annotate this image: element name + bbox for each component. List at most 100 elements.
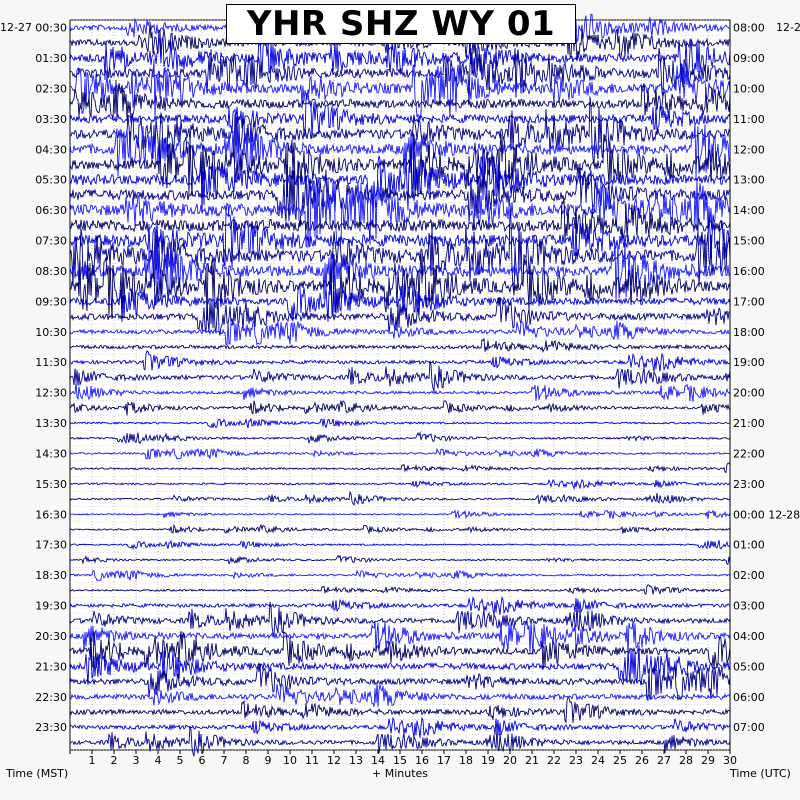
right-time-label: 11:00 <box>733 113 765 126</box>
seismic-trace <box>69 92 731 139</box>
right-time-label: 03:00 <box>733 600 765 613</box>
left-time-label: 17:30 <box>35 539 67 552</box>
left-time-label: 11:30 <box>35 356 67 369</box>
seismic-trace <box>69 320 731 346</box>
x-tick-label: 24 <box>591 754 605 767</box>
seismic-trace <box>69 253 731 321</box>
right-time-labels: 08:00 09:00 10:00 11:00 12:00 13:00 14:00 15:00… <box>733 22 800 735</box>
seismic-trace <box>69 554 731 565</box>
left-time-label: 01:30 <box>35 52 67 65</box>
seismic-trace <box>69 350 730 372</box>
left-time-label: 05:30 <box>35 174 67 187</box>
x-tick-label: 10 <box>283 754 297 767</box>
left-time-label: 03:30 <box>35 113 67 126</box>
seismic-trace <box>69 523 731 535</box>
left-time-label: 02:30 <box>35 82 67 95</box>
seismic-trace <box>69 569 731 582</box>
left-time-label: 16:30 <box>35 508 67 521</box>
right-time-label: 14:00 <box>733 204 765 217</box>
x-tick-label: 21 <box>525 754 539 767</box>
x-tick-label: 30 <box>723 754 737 767</box>
x-tick-label: 26 <box>635 754 649 767</box>
right-time-label: 07:00 <box>733 721 765 734</box>
right-time-label: 16:00 <box>733 265 765 278</box>
x-axis-left-label: Time (MST) <box>5 767 68 780</box>
left-time-label: 06:30 <box>35 204 67 217</box>
x-tick-label: 7 <box>221 754 228 767</box>
left-time-label: 20:30 <box>35 630 67 643</box>
right-time-label: 15:00 <box>733 235 765 248</box>
seismic-trace <box>69 682 731 707</box>
x-tick-label: 20 <box>503 754 517 767</box>
left-time-label: 21:30 <box>35 660 67 673</box>
seismic-trace <box>69 198 731 242</box>
seismic-trace <box>69 447 731 460</box>
right-time-label: 00:00 12-28 <box>733 508 800 521</box>
seismic-trace <box>69 382 731 402</box>
right-time-label: 01:00 <box>733 539 765 552</box>
x-tick-label: 6 <box>199 754 206 767</box>
left-time-label: 04:30 <box>35 143 67 156</box>
right-time-label: 06:00 <box>733 691 765 704</box>
left-time-label: 07:30 <box>35 235 67 248</box>
x-tick-label: 16 <box>415 754 429 767</box>
seismic-trace <box>69 696 731 724</box>
left-time-labels: 00:30 01:30 02:30 03:30 04:30 05:30 06:30 07:30… <box>35 22 67 735</box>
x-tick-label: 14 <box>371 754 385 767</box>
x-tick-label: 28 <box>679 754 693 767</box>
right-time-label: 02:00 <box>733 569 765 582</box>
date-left-label: 12-27 <box>0 21 32 34</box>
seismic-trace <box>69 618 731 656</box>
left-time-label: 00:30 <box>35 22 67 35</box>
seismic-trace <box>69 595 731 615</box>
x-tick-label: 22 <box>547 754 561 767</box>
gridlines <box>70 19 730 751</box>
x-tick-label: 2 <box>111 754 118 767</box>
right-time-label: 22:00 <box>733 447 765 460</box>
right-time-label: 04:00 <box>733 630 765 643</box>
x-tick-label: 25 <box>613 754 627 767</box>
seismic-trace <box>69 282 731 322</box>
seismic-trace <box>69 79 731 121</box>
seismic-trace <box>69 59 731 119</box>
right-time-label: 19:00 <box>733 356 765 369</box>
x-tick-label: 5 <box>177 754 184 767</box>
left-time-label: 23:30 <box>35 721 67 734</box>
right-time-label: 13:00 <box>733 174 765 187</box>
seismic-trace <box>69 431 731 445</box>
chart-title: YHR SHZ WY 01 <box>226 4 576 44</box>
left-time-label: 12:30 <box>35 387 67 400</box>
date-right-label: 12-2 <box>776 21 800 34</box>
right-time-label: 17:00 <box>733 295 765 308</box>
seismic-trace <box>69 400 731 416</box>
left-time-label: 13:30 <box>35 417 67 430</box>
right-time-label: 21:00 <box>733 417 765 430</box>
seismic-trace <box>69 462 731 474</box>
right-time-label: 05:00 <box>733 660 765 673</box>
x-tick-label: 12 <box>327 754 341 767</box>
seismic-trace <box>69 202 731 269</box>
seismic-trace <box>69 490 731 507</box>
x-tick-label: 13 <box>349 754 363 767</box>
right-time-label: 20:00 <box>733 387 765 400</box>
x-tick-label: 15 <box>393 754 407 767</box>
x-tick-label: 11 <box>305 754 319 767</box>
right-time-label: 23:00 <box>733 478 765 491</box>
seismic-trace <box>69 631 731 671</box>
x-tick-label: 29 <box>701 754 715 767</box>
seismic-trace <box>69 478 731 491</box>
seismic-trace <box>69 601 731 637</box>
x-tick-label: 3 <box>133 754 140 767</box>
seismic-trace <box>69 417 731 429</box>
x-tick-label: 4 <box>155 754 162 767</box>
right-time-label: 09:00 <box>733 52 765 65</box>
x-tick-label: 17 <box>437 754 451 767</box>
left-time-label: 18:30 <box>35 569 67 582</box>
x-tick-label: 8 <box>243 754 250 767</box>
left-time-label: 09:30 <box>35 295 67 308</box>
seismic-traces <box>69 7 731 757</box>
x-axis-ticks: 1 2 3 4 5 6 7 8 9 10 11 12 13 14 15 16 17 18 19 20 21 22 23 24 2… <box>69 750 737 767</box>
seismic-trace <box>69 663 731 702</box>
seismic-trace <box>69 360 731 392</box>
